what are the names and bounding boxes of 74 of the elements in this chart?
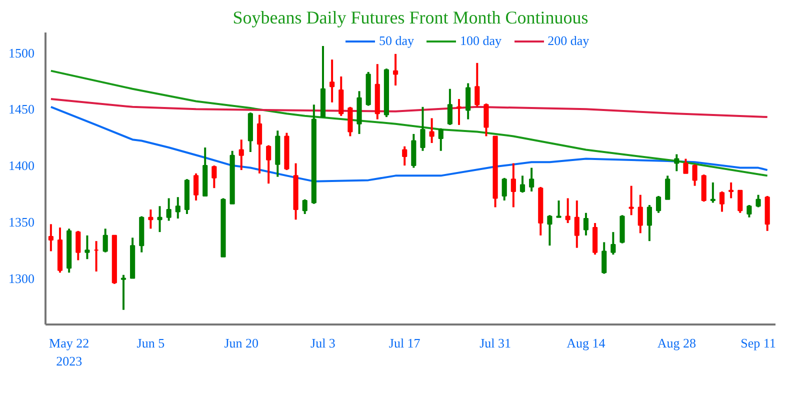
- candlestick: [656, 194, 662, 214]
- candlestick: [474, 62, 480, 108]
- x-tick-label: Jun 5: [136, 336, 165, 350]
- x-tick-label: Aug 14: [566, 336, 606, 350]
- candlestick: [193, 172, 199, 202]
- candlestick: [583, 212, 589, 236]
- candlestick: [710, 181, 716, 204]
- x-tick-label: Jul 3: [310, 336, 336, 350]
- candlestick: [84, 234, 90, 260]
- candlestick: [665, 174, 670, 200]
- candlestick: [420, 106, 426, 152]
- candlestick: [738, 189, 743, 214]
- candlestick: [484, 102, 489, 138]
- candlestick: [756, 194, 761, 208]
- candlestick: [510, 162, 516, 208]
- candlestick: [628, 184, 634, 216]
- candlestick: [466, 82, 471, 120]
- candlestick: [302, 198, 308, 216]
- candlestick: [456, 98, 462, 126]
- candlestick: [330, 58, 335, 104]
- candlestick: [338, 75, 344, 117]
- candlestick: [148, 208, 154, 230]
- candlestick: [674, 153, 680, 172]
- candlestick: [638, 194, 643, 234]
- legend-label: 100 day: [460, 33, 502, 49]
- candlestick: [212, 164, 217, 190]
- candlestick: [556, 199, 562, 218]
- candlestick: [429, 117, 434, 144]
- y-tick-label: 1400: [8, 158, 34, 174]
- x-tick-label: Jun 20: [224, 336, 259, 350]
- line-series: [50, 106, 768, 182]
- candlestick: [610, 231, 616, 256]
- y-tick-label: 1450: [8, 102, 34, 117]
- candlestick: [166, 197, 172, 222]
- candlestick: [728, 181, 734, 200]
- candlestick: [547, 214, 552, 247]
- x-tick-label: Jul 17: [388, 336, 421, 350]
- candlestick: [120, 274, 126, 311]
- x-tick-label: Jul 31: [480, 336, 511, 350]
- y-tick-label: 1500: [8, 45, 34, 60]
- candlestick: [574, 199, 580, 249]
- y-tick-label: 1300: [8, 270, 34, 286]
- candlestick: [646, 204, 652, 242]
- legend-label: 200 day: [548, 33, 590, 49]
- legend-label: 50 day: [379, 33, 414, 49]
- candlestick: [238, 138, 244, 172]
- candlestick: [102, 228, 108, 254]
- candlestick: [76, 230, 81, 262]
- candlestick: [48, 223, 54, 252]
- candlestick: [157, 205, 162, 234]
- candlestick: [348, 106, 353, 138]
- line-series: [50, 70, 768, 177]
- chart-title: Soybeans Daily Futures Front Month Continuous: [232, 8, 588, 28]
- candlestick: [175, 196, 180, 220]
- candlestick: [719, 190, 725, 213]
- candlestick: [266, 144, 272, 185]
- candlestick: [392, 52, 398, 86]
- candlestick: [438, 127, 444, 152]
- candlestick: [529, 166, 534, 192]
- y-tick-label: 1350: [8, 214, 34, 230]
- candlestick: [520, 174, 526, 194]
- x-tick-label: Sep 11: [740, 336, 776, 350]
- candlestick: [602, 241, 607, 275]
- candlestick: [502, 176, 507, 202]
- line-series: [50, 98, 768, 118]
- x-tick-label: Aug 28: [657, 336, 696, 350]
- candlestick: [447, 88, 452, 126]
- candlestick: [683, 158, 688, 174]
- candlestick: [746, 204, 752, 218]
- candlestick: [692, 163, 698, 187]
- x-tick-label: May 22 2023: [49, 336, 90, 368]
- candlestick: [565, 197, 570, 224]
- candlestick: [256, 114, 262, 174]
- candlestick: [402, 145, 408, 167]
